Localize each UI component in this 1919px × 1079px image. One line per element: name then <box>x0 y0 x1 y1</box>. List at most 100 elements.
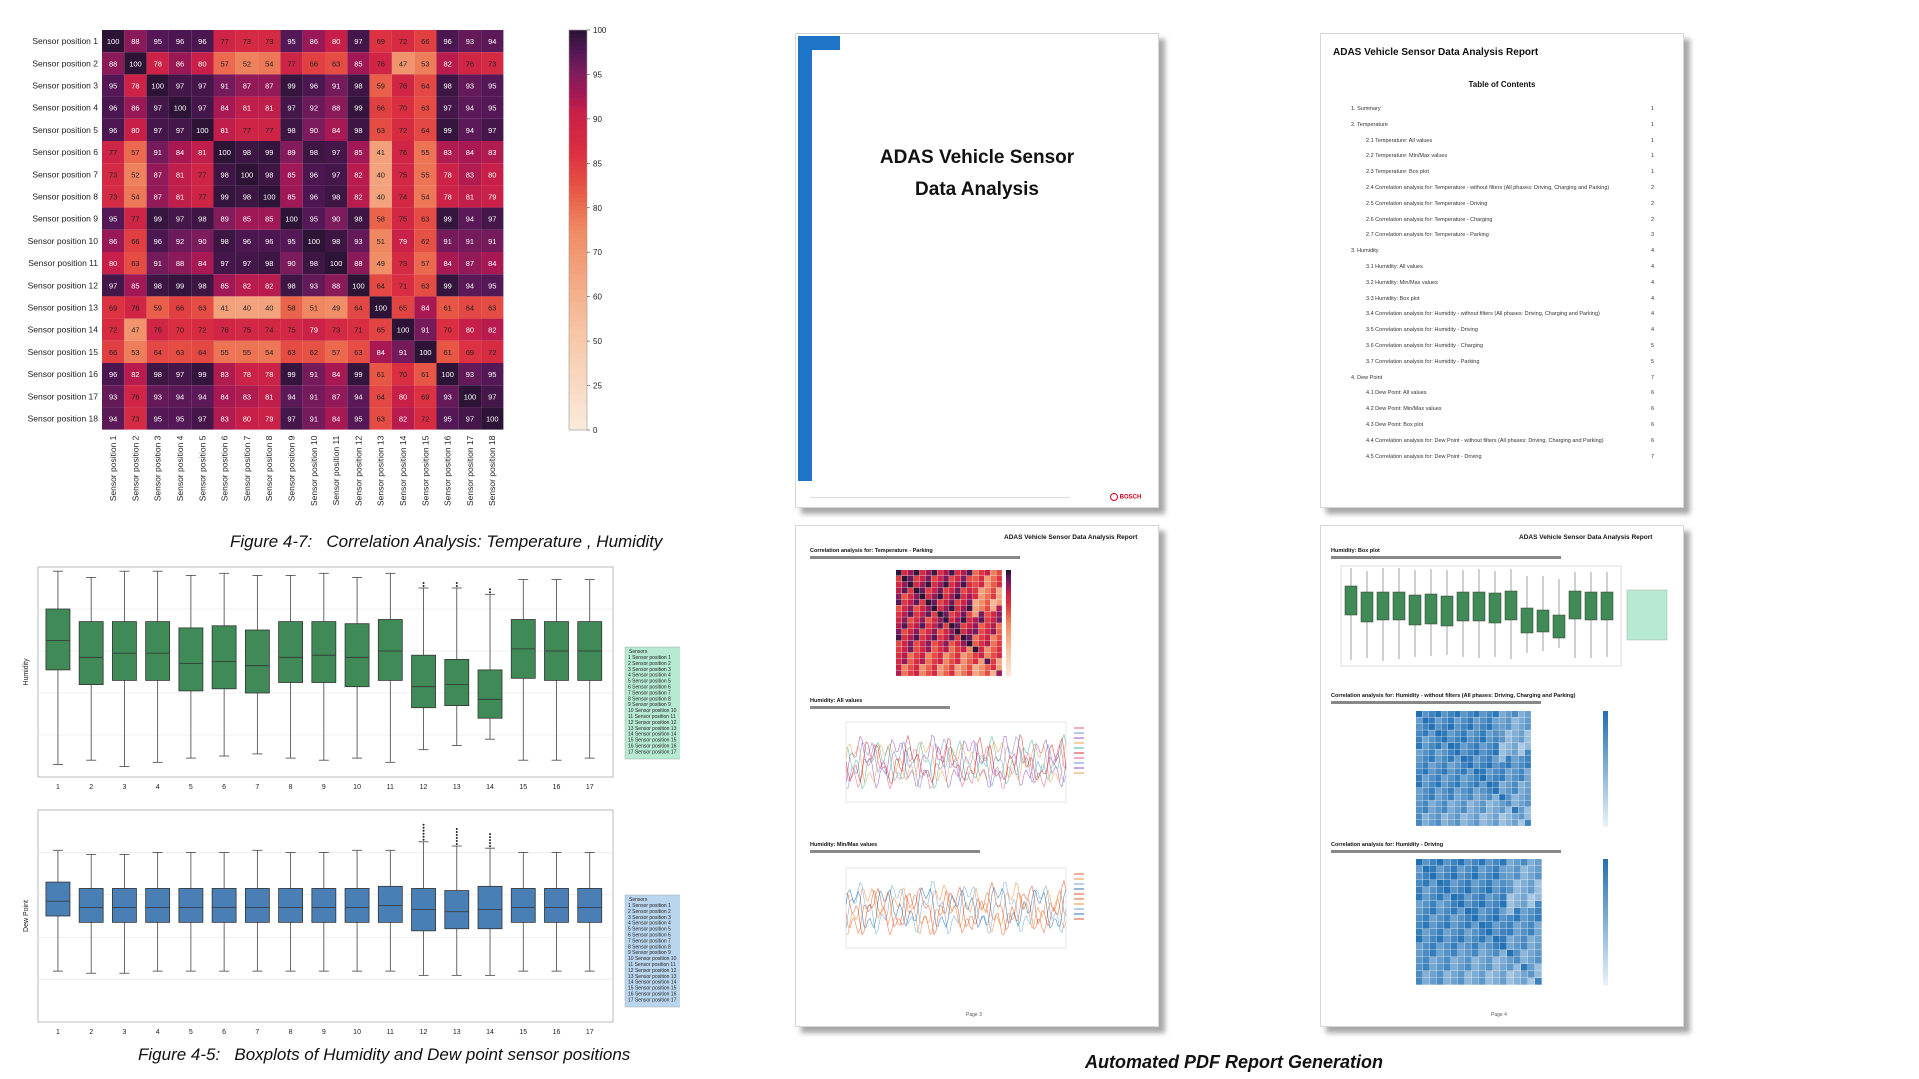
mini-heatmap-cell <box>1422 730 1429 737</box>
mini-heatmap-cell <box>925 581 932 588</box>
toc-entry[interactable]: 2.3 Temperature: Box plot <box>1366 169 1429 176</box>
mini-heatmap-cell <box>1473 807 1480 814</box>
cell-value: 94 <box>466 215 474 224</box>
heatmap-cell <box>325 74 348 97</box>
heatmap-cell <box>414 185 437 208</box>
mini-colorbar-segment <box>1603 929 1608 933</box>
colorbar-segment <box>569 238 587 243</box>
toc-entry[interactable]: 3.6 Correlation analysis for: Humidity -… <box>1366 343 1484 349</box>
heatmap-cell <box>436 340 459 363</box>
mini-heatmap-cell <box>1524 781 1531 788</box>
cell-value: 87 <box>265 82 273 91</box>
row-label: Sensor position 7 <box>32 169 98 179</box>
heatmap-cell <box>302 74 325 97</box>
mini-heatmap-cell <box>1493 964 1500 971</box>
heatmap-cell <box>436 74 459 97</box>
mini-heatmap-cell <box>1416 787 1423 794</box>
toc-entry[interactable]: 2.4 Correlation analysis for: Temperatur… <box>1366 185 1610 191</box>
column-label: Sensor position 16 <box>443 435 453 506</box>
toc-entry[interactable]: 4.3 Dew Point: Box plot <box>1366 422 1424 428</box>
cell-value: 77 <box>131 215 139 224</box>
toc-entry[interactable]: 2.2 Temperature: Min/Max values <box>1366 153 1448 160</box>
mini-heatmap-cell <box>1505 781 1512 788</box>
toc-entry[interactable]: 2.6 Correlation analysis for: Temperatur… <box>1366 216 1493 223</box>
mini-heatmap-cell <box>972 611 979 617</box>
mini-series-line <box>845 734 1067 789</box>
mini-heatmap-cell <box>1493 887 1500 894</box>
mini-heatmap-cell <box>1444 894 1451 901</box>
outlier-point <box>422 838 425 841</box>
mini-colorbar-segment <box>1006 616 1011 620</box>
mini-heatmap-cell <box>1454 762 1461 769</box>
mini-colorbar-segment <box>1603 775 1608 779</box>
heatmap-cell <box>168 274 192 297</box>
mini-heatmap-cell <box>1430 908 1437 915</box>
mini-heatmap-cell <box>949 634 955 641</box>
mini-heatmap-cell <box>913 658 920 665</box>
mini-heatmap-cell <box>1499 781 1506 788</box>
toc-entry[interactable]: 2.7 Correlation analysis for: Temperatur… <box>1366 232 1489 239</box>
heatmap-cell <box>302 118 325 141</box>
heatmap-cell <box>369 363 392 386</box>
mini-series-line <box>845 740 1067 783</box>
colorbar-segment <box>569 102 587 107</box>
toc-entry[interactable]: 3.1 Humidity: All values <box>1366 264 1423 270</box>
mini-colorbar-segment <box>1006 627 1011 630</box>
heatmap-cell <box>168 340 192 363</box>
mini-heatmap-cell <box>1467 762 1474 769</box>
heatmap-cell <box>102 207 125 230</box>
mini-heatmap-cell <box>1518 787 1525 794</box>
y-axis-label: Humidity <box>23 658 30 686</box>
heatmap-cell <box>347 207 370 230</box>
mini-colorbar-segment <box>1006 644 1011 647</box>
mini-heatmap-cell <box>1423 971 1430 978</box>
toc-entry[interactable]: 4.5 Correlation analysis for: Dew Point … <box>1366 453 1482 460</box>
mini-heatmap-cell <box>1505 730 1512 737</box>
colorbar-segment <box>569 98 587 103</box>
toc-entry-page: 1 <box>1651 153 1655 160</box>
mini-heatmap-cell <box>1460 813 1467 820</box>
heatmap-cell <box>235 296 259 319</box>
cell-value: 73 <box>399 259 407 268</box>
cell-value: 76 <box>154 326 162 335</box>
mini-colorbar-segment <box>1603 819 1608 823</box>
toc-entry[interactable]: 3.2 Humidity: Min/Max values <box>1366 279 1438 286</box>
mini-heatmap-cell <box>1500 922 1507 929</box>
toc-entry[interactable]: 2.1 Temperature: All values <box>1366 137 1433 144</box>
cell-value: 81 <box>176 193 184 202</box>
toc-entry-page: 2 <box>1651 216 1655 223</box>
mini-heatmap-cell <box>1514 950 1521 957</box>
mini-heatmap-cell <box>996 640 1002 647</box>
box <box>45 608 71 671</box>
colorbar-segment <box>569 390 587 395</box>
mini-colorbar-segment <box>1603 717 1608 721</box>
mini-heatmap-cell <box>931 646 937 653</box>
mini-heatmap-cell <box>960 623 967 629</box>
mini-heatmap-cell <box>1423 929 1430 936</box>
toc-entry[interactable]: 3. Humidity <box>1351 248 1379 255</box>
colorbar-tick-label: 85 <box>593 159 602 168</box>
cell-value: 95 <box>488 370 496 379</box>
outlier-point <box>455 831 458 834</box>
toc-entry[interactable]: 4.2 Dew Point: Min/Max values <box>1366 406 1442 413</box>
toc-entry[interactable]: 1. Summary <box>1351 106 1381 112</box>
mini-colorbar-segment <box>1006 623 1011 626</box>
cell-value: 96 <box>243 237 251 246</box>
toc-entry[interactable]: 2.5 Correlation analysis for: Temperatur… <box>1366 200 1488 207</box>
colorbar-segment <box>569 366 587 371</box>
cell-value: 98 <box>287 281 295 290</box>
toc-entry[interactable]: 3.3 Humidity: Box plot <box>1366 295 1420 302</box>
toc-entry[interactable]: 4.4 Correlation analysis for: Dew Point … <box>1366 437 1604 444</box>
toc-entry[interactable]: 4.1 Dew Point: All values <box>1366 390 1427 397</box>
toc-entry[interactable]: 2. Temperature <box>1351 121 1388 128</box>
cell-value: 78 <box>443 170 451 179</box>
toc-entry[interactable]: 4. Dew Point <box>1351 374 1383 381</box>
mini-box <box>1552 614 1566 639</box>
toc-entry[interactable]: 3.7 Correlation analysis for: Humidity -… <box>1366 358 1480 365</box>
toc-entry[interactable]: 3.5 Correlation analysis for: Humidity -… <box>1366 327 1478 334</box>
mini-heatmap-cell <box>996 670 1002 676</box>
mini-heatmap-cell <box>919 570 926 576</box>
mini-heatmap-cell <box>901 587 908 594</box>
toc-entry[interactable]: 3.4 Correlation analysis for: Humidity -… <box>1366 311 1600 318</box>
x-tick-label: 2 <box>89 784 93 791</box>
